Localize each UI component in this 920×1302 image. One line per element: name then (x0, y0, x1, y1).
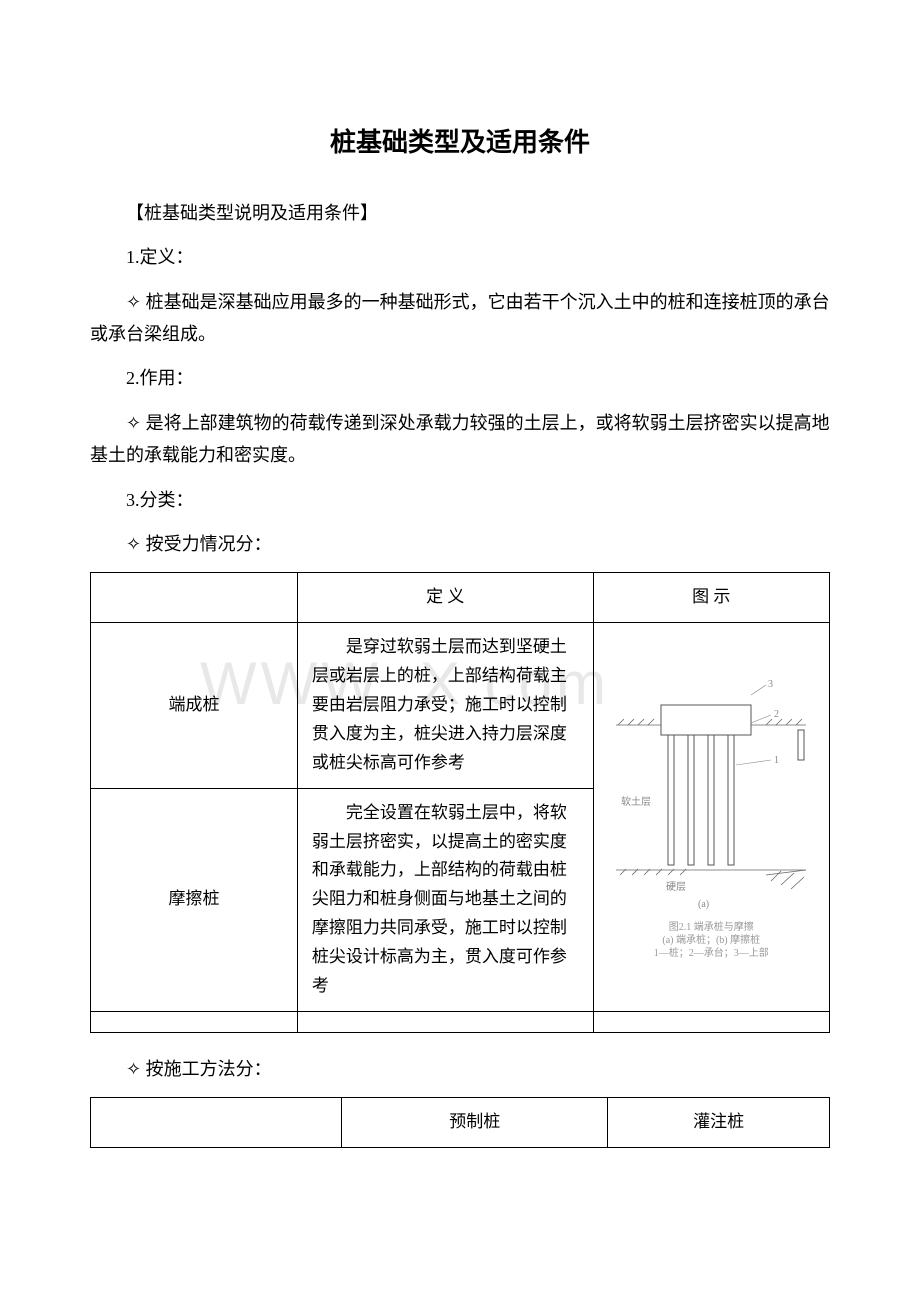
table-header-diagram: 图 示 (593, 573, 830, 623)
soft-layer-label: 软土层 (621, 795, 651, 808)
force-classification-table: 定 义 图 示 端成桩 是穿过软弱土层而达到坚硬土层或岩层上的桩，上部结构荷载主… (90, 572, 830, 1033)
table2-castinplace: 灌注桩 (608, 1098, 830, 1148)
sub-a-label: (a) (698, 899, 709, 910)
class-by-method: ✧ 按施工方法分： (90, 1053, 830, 1085)
caption-line1: 图2.1 端承桩与摩擦 (654, 921, 769, 934)
svg-text:1: 1 (774, 755, 779, 766)
empty-cell (91, 1011, 298, 1032)
diagram-caption: 图2.1 端承桩与摩擦 (a) 端承桩；(b) 摩擦桩 1—桩；2—承台；3—上… (654, 921, 769, 960)
page-title: 桩基础类型及适用条件 (90, 120, 830, 167)
table2-empty (91, 1098, 342, 1148)
svg-text:3: 3 (768, 679, 773, 690)
hard-layer-label: 硬层 (666, 881, 686, 893)
method-classification-table: 预制桩 灌注桩 (90, 1097, 830, 1148)
svg-text:2: 2 (774, 709, 779, 720)
definition-text: ✧ 桩基础是深基础应用最多的一种基础形式，它由若干个沉入土中的桩和连接桩顶的承台… (90, 286, 830, 351)
role-label: 2.作用： (90, 362, 830, 394)
table1-wrapper: WWW. X.com 定 义 图 示 端成桩 是穿过软弱土层而达到坚硬土层或岩层… (90, 572, 830, 1033)
section-heading: 【桩基础类型说明及适用条件】 (90, 197, 830, 229)
empty-cell (593, 1011, 830, 1032)
table-row (91, 1011, 830, 1032)
row2-definition: 完全设置在软弱土层中，将软弱土层挤密实，以提高土的密实度和承载能力，上部结构的荷… (297, 788, 593, 1011)
document-page: 桩基础类型及适用条件 【桩基础类型说明及适用条件】 1.定义： ✧ 桩基础是深基… (90, 120, 830, 1148)
diagram-cell: 3 2 1 软土层 硬层 (a) 图2.1 端承桩与摩擦 (a (593, 623, 830, 1012)
caption-line2: (a) 端承桩；(b) 摩擦桩 (654, 934, 769, 947)
table2-prefab: 预制桩 (342, 1098, 608, 1148)
row1-def-text: 是穿过软弱土层而达到坚硬土层或岩层上的桩，上部结构荷载主要由岩层阻力承受；施工时… (312, 633, 579, 777)
empty-cell (297, 1011, 593, 1032)
table-header-empty (91, 573, 298, 623)
row1-definition: 是穿过软弱土层而达到坚硬土层或岩层上的桩，上部结构荷载主要由岩层阻力承受；施工时… (297, 623, 593, 788)
row2-name: 摩擦桩 (91, 788, 298, 1011)
pile-svg: 3 2 1 软土层 硬层 (a) (616, 675, 806, 915)
table-row: 定 义 图 示 (91, 573, 830, 623)
table-row: 预制桩 灌注桩 (91, 1098, 830, 1148)
pile-diagram: 3 2 1 软土层 硬层 (a) 图2.1 端承桩与摩擦 (a (602, 675, 822, 960)
class-label: 3.分类： (90, 484, 830, 516)
class-by-force: ✧ 按受力情况分： (90, 528, 830, 560)
table-header-definition: 定 义 (297, 573, 593, 623)
row1-name: 端成桩 (91, 623, 298, 788)
row2-def-text: 完全设置在软弱土层中，将软弱土层挤密实，以提高土的密实度和承载能力，上部结构的荷… (312, 799, 579, 1001)
definition-label: 1.定义： (90, 241, 830, 273)
role-text: ✧ 是将上部建筑物的荷载传递到深处承载力较强的土层上，或将软弱土层挤密实以提高地… (90, 407, 830, 472)
table-row: 端成桩 是穿过软弱土层而达到坚硬土层或岩层上的桩，上部结构荷载主要由岩层阻力承受… (91, 623, 830, 788)
caption-line3: 1—桩；2—承台；3—上部 (654, 947, 769, 960)
